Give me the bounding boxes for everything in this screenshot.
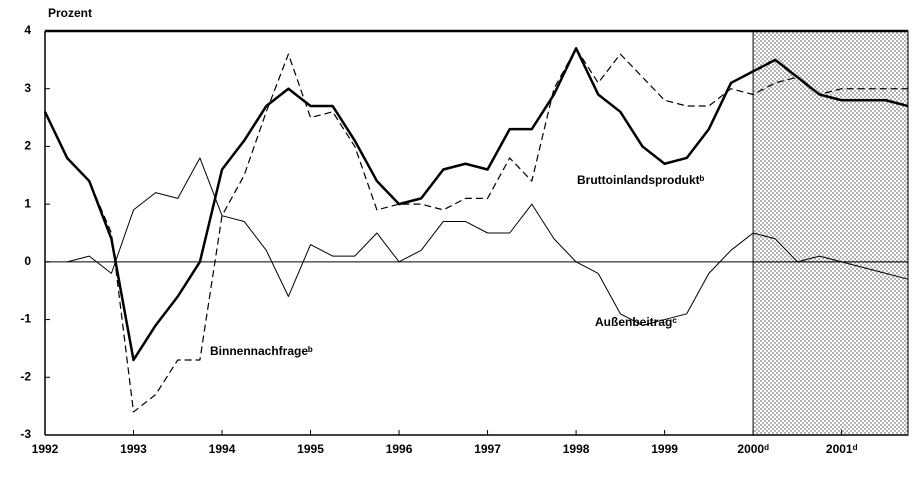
y-tick-label: -3 bbox=[20, 427, 31, 441]
series-label: Außenbeitragᶜ bbox=[595, 315, 677, 329]
x-tick-label: 2001ᵈ bbox=[826, 442, 858, 456]
y-tick-label: -1 bbox=[20, 312, 31, 326]
y-tick-label: 0 bbox=[24, 254, 31, 268]
x-tick-label: 1992 bbox=[32, 442, 59, 456]
line-series bbox=[67, 157, 909, 326]
y-tick-label: -2 bbox=[20, 369, 31, 383]
series-label: Binnennachfrageᵇ bbox=[210, 344, 313, 358]
x-tick-label: 1996 bbox=[386, 442, 413, 456]
y-tick-label: 2 bbox=[24, 139, 31, 153]
x-tick-label: 1994 bbox=[209, 442, 236, 456]
line-series bbox=[44, 47, 908, 413]
y-tick-label: 1 bbox=[24, 196, 31, 210]
series-label: Bruttoinlandsproduktᵇ bbox=[577, 173, 705, 187]
y-tick-label: 3 bbox=[24, 81, 31, 95]
y-tick-label: 4 bbox=[24, 23, 31, 37]
x-tick-label: 1997 bbox=[474, 442, 501, 456]
x-tick-label: 1998 bbox=[563, 442, 590, 456]
x-tick-label: 1993 bbox=[120, 442, 147, 456]
y-axis-label: Prozent bbox=[48, 6, 92, 20]
x-tick-label: 2000ᵈ bbox=[737, 442, 769, 456]
x-tick-label: 1999 bbox=[651, 442, 678, 456]
line-series bbox=[43, 47, 909, 362]
x-tick-label: 1995 bbox=[297, 442, 324, 456]
